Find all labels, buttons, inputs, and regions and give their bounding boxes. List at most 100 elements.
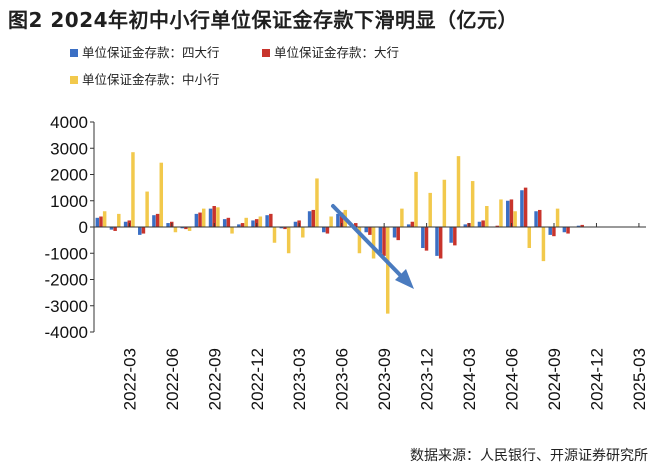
bar [580, 224, 584, 227]
bar [364, 227, 368, 233]
bar [301, 227, 305, 238]
bar [410, 221, 415, 227]
bar [481, 220, 485, 227]
bar [456, 156, 461, 228]
x-tick-label: 2024-09 [545, 348, 564, 410]
y-tick-label: 3000 [50, 139, 88, 158]
bar [523, 187, 528, 228]
bar [184, 227, 188, 230]
bar [552, 227, 556, 237]
x-tick-label: 2023-12 [418, 348, 437, 410]
bar [513, 211, 517, 227]
trend-arrow [331, 204, 414, 289]
data-source: 数据来源：人民银行、开源证券研究所 [410, 448, 648, 464]
bar [240, 223, 245, 227]
bar [159, 162, 164, 227]
bar [506, 200, 510, 227]
bar [495, 225, 500, 227]
bar [286, 227, 291, 254]
bar [421, 227, 425, 248]
bar [424, 227, 429, 251]
bar [339, 212, 344, 227]
bar [329, 216, 333, 227]
bar [258, 216, 263, 227]
bar [576, 225, 581, 227]
bar [392, 227, 397, 238]
bar [548, 227, 552, 235]
bar [336, 213, 340, 228]
bar [449, 227, 453, 243]
bar [212, 206, 216, 227]
bar [385, 227, 390, 314]
bar [230, 227, 234, 234]
bar [272, 227, 277, 243]
bar [396, 227, 400, 241]
x-tick-label: 2023-09 [375, 348, 394, 410]
legend-swatch-smallmid [70, 76, 78, 84]
x-tick-label: 2022-09 [205, 348, 224, 410]
y-tick-label: -1000 [45, 244, 88, 263]
bar [155, 213, 160, 228]
bar [138, 227, 142, 235]
legend-label-smallmid: 单位保证金存款：中小行 [82, 72, 220, 87]
legend-label-large: 单位保证金存款：大行 [274, 45, 399, 60]
bar [307, 211, 312, 227]
bar [152, 215, 156, 227]
x-tick-label: 2023-03 [290, 348, 309, 410]
bar [566, 227, 570, 234]
bar [194, 213, 199, 228]
bar [428, 192, 432, 228]
bar [95, 217, 100, 227]
y-tick-label: -3000 [45, 297, 88, 316]
bar [180, 227, 184, 229]
bar [499, 199, 503, 227]
bar [435, 227, 439, 256]
bar [237, 224, 241, 228]
bar [538, 209, 542, 227]
bar [400, 208, 404, 228]
bar [534, 211, 538, 227]
bar [325, 227, 330, 234]
x-tick-label: 2024-03 [460, 348, 479, 410]
x-tick-label: 2024-12 [588, 348, 607, 410]
bar [99, 216, 103, 227]
y-tick-label: 2000 [50, 166, 88, 185]
bar [293, 221, 298, 227]
bar [166, 223, 170, 227]
bar [123, 221, 128, 227]
bar [187, 227, 192, 231]
bar [311, 209, 316, 227]
bar [315, 178, 319, 227]
bar [414, 171, 418, 228]
bar [371, 227, 376, 259]
x-tick-label: 2022-12 [248, 348, 267, 410]
x-tick-label: 2024-06 [503, 348, 522, 410]
bar [109, 227, 114, 230]
legend: 单位保证金存款：四大行 单位保证金存款：大行 单位保证金存款：中小行 [70, 45, 399, 87]
x-tick-label: 2022-06 [163, 348, 182, 410]
bar [509, 199, 514, 227]
x-tick-label: 2025-03 [630, 348, 649, 410]
bar [265, 215, 269, 227]
bar [406, 224, 411, 228]
x-axis: 2022-03 2022-06 2022-09 2022-12 2023-03 2023-… [94, 223, 649, 410]
bar [145, 191, 149, 227]
y-tick-label: -2000 [45, 271, 88, 290]
bar [357, 227, 362, 254]
bar [438, 227, 443, 259]
y-axis: 4000 3000 2000 1000 0 -1000 -2000 -3000 -4000 [45, 113, 95, 342]
y-tick-label: 1000 [50, 192, 88, 211]
bar [226, 217, 231, 227]
bar [269, 213, 273, 228]
bar [378, 227, 383, 254]
legend-swatch-big4 [70, 49, 78, 57]
bar [322, 227, 326, 233]
bar [470, 181, 475, 227]
bar [102, 211, 107, 227]
bar [382, 227, 386, 256]
bar [208, 208, 213, 228]
bar [173, 227, 178, 233]
bar [283, 227, 287, 230]
bar [562, 227, 567, 233]
